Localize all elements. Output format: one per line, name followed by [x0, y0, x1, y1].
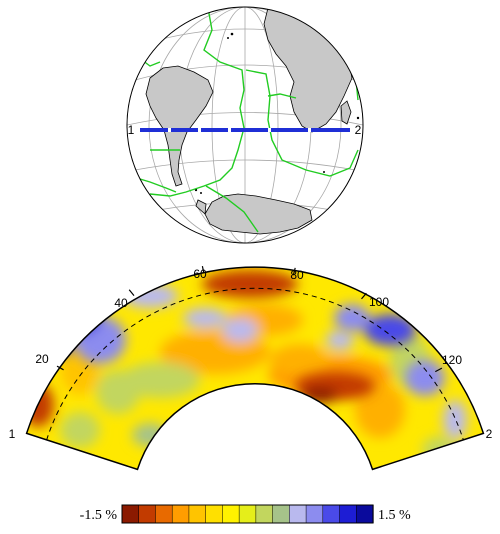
- colorbar-cell: [255, 504, 274, 524]
- colorbar-outline: [121, 504, 374, 524]
- angle-tick-label-100: 100: [369, 295, 389, 309]
- colorbar: -1.5 % 1.5 %: [80, 504, 411, 524]
- colorbar-cell: [272, 504, 290, 524]
- angle-tick-label-120: 120: [442, 353, 462, 367]
- colorbar-min-label: -1.5 %: [80, 508, 118, 523]
- profile-line: [140, 128, 350, 132]
- colorbar-cell: [138, 504, 157, 524]
- profile-start-label: 1: [128, 123, 135, 137]
- colorbar-cell: [305, 504, 324, 524]
- globe-map: 1 2: [126, 6, 364, 244]
- colorbar-cell: [339, 504, 357, 524]
- colorbar-cell: [121, 504, 140, 524]
- colorbar-cell: [171, 504, 190, 524]
- section-start-label: 1: [9, 427, 16, 441]
- colorbar-cell: [222, 504, 240, 524]
- angle-tick-label-40: 40: [114, 296, 128, 310]
- colorbar-cell: [188, 504, 207, 524]
- section-outline: [25, 266, 485, 471]
- madagascar-landmass: [340, 100, 352, 125]
- angle-ticks: [56, 265, 443, 373]
- colorbar-cell: [322, 504, 341, 524]
- cross-section: 20 40 60 80 100 120 1 2: [9, 265, 493, 471]
- colorbar-max-label: 1.5 %: [378, 508, 411, 523]
- colorbar-cell: [155, 504, 173, 524]
- colorbar-cell: [356, 504, 374, 524]
- reference-depth-line: [46, 287, 464, 441]
- angle-tick-label-60: 60: [193, 267, 207, 281]
- antarctica-landmass: [204, 193, 313, 235]
- globe-outline: [126, 6, 364, 244]
- colorbar-cells: [121, 504, 374, 524]
- profile-end-label: 2: [355, 123, 362, 137]
- anomaly-field-strong: [26, 270, 467, 440]
- colorbar-cell: [205, 504, 224, 524]
- colorbar-cell: [289, 504, 307, 524]
- angle-tick-label-80: 80: [290, 268, 304, 282]
- angle-tick-label-20: 20: [35, 352, 49, 366]
- section-end-label: 2: [486, 427, 493, 441]
- colorbar-cell: [238, 504, 257, 524]
- south-america-landmass: [145, 65, 214, 187]
